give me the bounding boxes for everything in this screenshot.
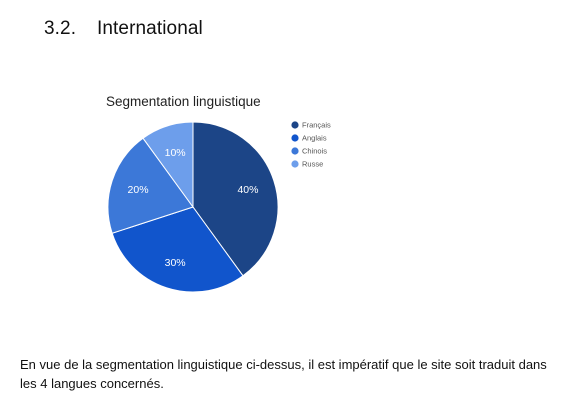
pie-slice-russe bbox=[142, 121, 194, 209]
legend-label: Russe bbox=[302, 160, 323, 169]
chart-title: Segmentation linguistique bbox=[106, 94, 261, 109]
pie-slices bbox=[107, 121, 279, 293]
legend-label: Français bbox=[302, 121, 331, 130]
pie-slice-labels: 40% 30% 20% 10% bbox=[128, 147, 259, 269]
slice-percent-label: 20% bbox=[128, 184, 149, 196]
section-title: International bbox=[97, 18, 203, 39]
slice-percent-label: 10% bbox=[165, 147, 186, 159]
legend-swatch bbox=[291, 134, 299, 142]
slice-percent-label: 40% bbox=[237, 184, 258, 196]
legend-swatch bbox=[291, 160, 299, 168]
legend-label: Anglais bbox=[302, 134, 327, 143]
slice-percent-label: 30% bbox=[165, 257, 186, 269]
chart-legend: Français Anglais Chinois Russe bbox=[291, 121, 331, 169]
section-heading: 3.2. International bbox=[44, 18, 203, 40]
pie-slice-anglais bbox=[111, 206, 244, 293]
section-number: 3.2. bbox=[44, 18, 77, 39]
legend-swatch bbox=[291, 147, 299, 155]
pie-slice-chinois bbox=[107, 137, 194, 234]
legend-swatch bbox=[291, 121, 299, 129]
legend-label: Chinois bbox=[302, 147, 327, 156]
pie-slice-francais bbox=[192, 121, 279, 277]
language-pie-chart: Segmentation linguistique 40% 30% 20% 10% F… bbox=[94, 86, 384, 306]
body-paragraph: En vue de la segmentation linguistique c… bbox=[20, 357, 547, 391]
pie-chart-canvas: Segmentation linguistique 40% 30% 20% 10% F… bbox=[106, 94, 331, 293]
